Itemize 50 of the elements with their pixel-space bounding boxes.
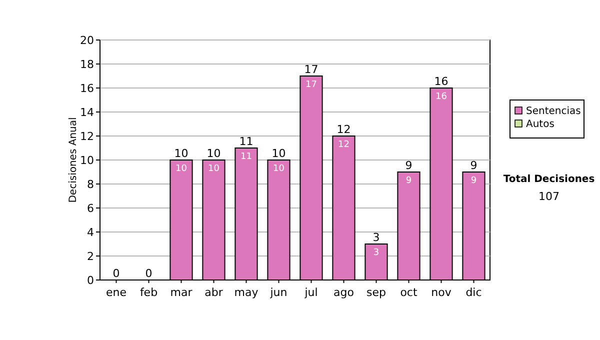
total-label: 0 bbox=[112, 267, 120, 280]
y-tick-label: 14 bbox=[80, 106, 94, 119]
total-label: 3 bbox=[372, 231, 380, 244]
x-tick-label: mar bbox=[170, 286, 193, 299]
data-label: 17 bbox=[306, 80, 317, 90]
total-label: 9 bbox=[470, 159, 478, 172]
legend-label: Sentencias bbox=[526, 106, 581, 117]
total-label: 10 bbox=[174, 147, 188, 160]
y-tick-label: 12 bbox=[80, 130, 94, 143]
data-label: 16 bbox=[436, 92, 448, 102]
total-label: 11 bbox=[239, 135, 254, 148]
x-tick-label: jul bbox=[304, 286, 318, 299]
legend-label: Autos bbox=[526, 119, 554, 130]
x-tick-label: may bbox=[234, 286, 259, 299]
y-tick-label: 16 bbox=[80, 82, 94, 95]
y-tick-label: 10 bbox=[80, 154, 94, 167]
data-label: 9 bbox=[406, 176, 412, 186]
data-label: 10 bbox=[273, 164, 285, 174]
y-axis-title: Decisiones Anual bbox=[68, 117, 79, 203]
y-tick-label: 6 bbox=[87, 202, 94, 215]
data-label: 11 bbox=[240, 152, 252, 162]
total-label: 10 bbox=[206, 147, 221, 160]
text: 107 bbox=[538, 190, 560, 203]
y-tick-label: 0 bbox=[87, 274, 94, 287]
x-tick-label: ago bbox=[334, 286, 354, 299]
x-tick-label: abr bbox=[204, 286, 224, 299]
x-tick-label: sep bbox=[366, 286, 386, 299]
y-tick-label: 4 bbox=[87, 226, 94, 239]
y-tick-label: 18 bbox=[80, 58, 94, 71]
x-tick-label: ene bbox=[106, 286, 127, 299]
total-label: 16 bbox=[434, 75, 448, 88]
total-label: 12 bbox=[336, 123, 351, 136]
y-tick-label: 8 bbox=[87, 178, 94, 191]
x-tick-label: nov bbox=[431, 286, 452, 299]
y-tick-label: 20 bbox=[80, 34, 94, 47]
data-label: 12 bbox=[338, 140, 350, 150]
x-tick-label: oct bbox=[400, 286, 418, 299]
total-label: 9 bbox=[405, 159, 412, 172]
total-label: 17 bbox=[304, 63, 318, 76]
data-label: 9 bbox=[470, 176, 477, 186]
total-label: 10 bbox=[272, 147, 286, 160]
text: Total Decisiones bbox=[503, 174, 595, 185]
y-tick-label: 2 bbox=[87, 250, 94, 263]
x-tick-label: jun bbox=[269, 286, 288, 299]
data-label: 10 bbox=[208, 164, 220, 174]
x-tick-label: dic bbox=[466, 286, 482, 299]
total-label: 0 bbox=[145, 267, 152, 280]
x-tick-label: feb bbox=[140, 286, 158, 299]
data-label: 10 bbox=[176, 164, 188, 174]
data-label: 3 bbox=[373, 248, 380, 258]
